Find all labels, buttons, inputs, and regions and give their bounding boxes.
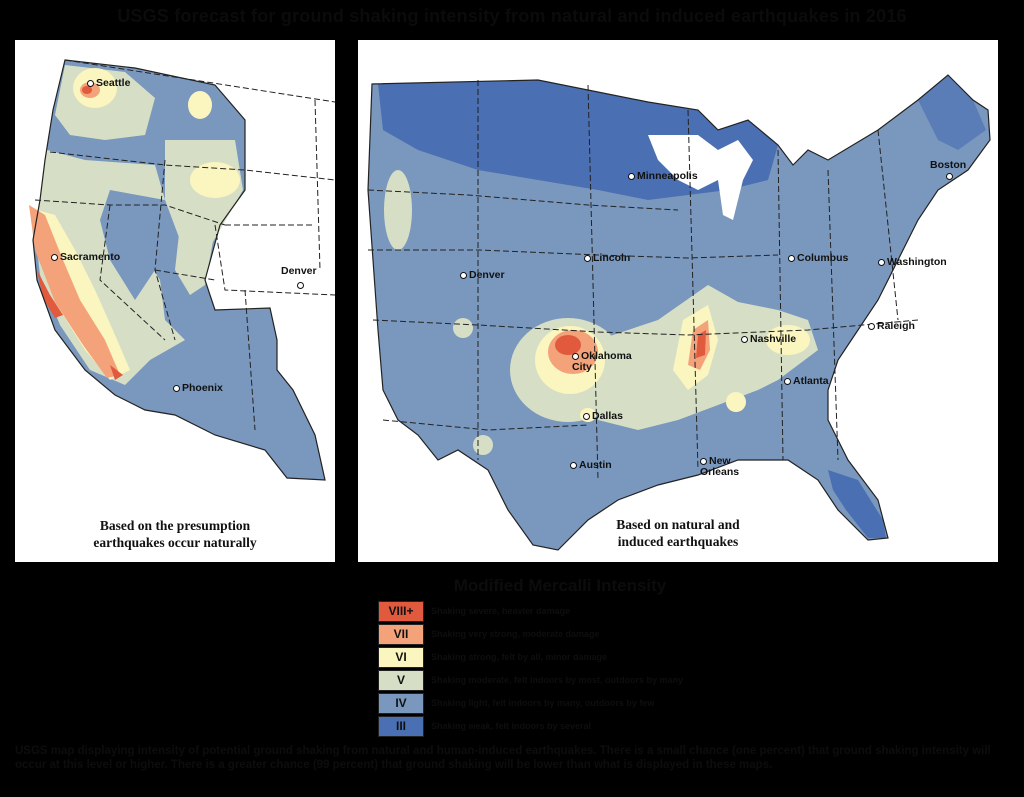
- western-us-outline: [32, 59, 326, 481]
- city-label-raleigh: Raleigh: [868, 321, 915, 332]
- zone-viii-newmadrid: [696, 330, 706, 358]
- city-label-seattle: Seattle: [87, 78, 130, 89]
- city-label-phoenix: Phoenix: [173, 383, 223, 394]
- city-label-denver-right: Denver: [460, 270, 505, 281]
- city-label-dallas: Dallas: [583, 411, 623, 422]
- zone-v-utah: [175, 225, 215, 295]
- zone-viii-oklahoma: [555, 335, 581, 355]
- left-map-graphic: [29, 59, 335, 481]
- right-map-caption: Based on natural and induced earthquakes: [616, 517, 740, 549]
- city-label-atlanta: Atlanta: [784, 376, 829, 387]
- city-label-nashville: Nashville: [741, 334, 796, 345]
- state-borders: [367, 80, 919, 481]
- zone-v-newmexico: [453, 318, 473, 338]
- right-map-graphic: [367, 74, 991, 551]
- left-map-panel: Seattle Sacramento Denver Phoenix Based …: [15, 40, 335, 562]
- legend-swatch: VI: [378, 647, 424, 668]
- great-lakes: [648, 135, 753, 220]
- legend-description: Shaking severe, heavier damage: [431, 606, 571, 616]
- legend-swatch: III: [378, 716, 424, 737]
- city-label-boston: Boston: [930, 159, 967, 171]
- zone-iii-newengland: [918, 75, 986, 150]
- zone-vii-california: [29, 205, 120, 378]
- legend-description: Shaking moderate, felt indoors by most, …: [431, 675, 684, 685]
- city-label-oklahoma-city: Oklahoma City: [572, 350, 632, 373]
- city-label-columbus: Columbus: [788, 253, 848, 264]
- boston-dot: [946, 171, 955, 182]
- legend-swatch: VIII+: [378, 601, 424, 622]
- right-map-panel: Minneapolis Boston Denver Lincoln Columb…: [358, 40, 998, 562]
- city-label-lincoln: Lincoln: [584, 253, 630, 264]
- legend-description: Shaking light, felt indoors by many, out…: [431, 698, 655, 708]
- city-label-minneapolis: Minneapolis: [628, 171, 698, 182]
- legend-swatch: IV: [378, 693, 424, 714]
- city-label-sacramento: Sacramento: [51, 252, 120, 263]
- zone-vi-california: [37, 210, 130, 380]
- state-borders: [34, 59, 335, 431]
- zone-vi-tennessee: [766, 325, 810, 355]
- zone-v-arizona: [473, 435, 493, 455]
- zone-vi-alabama: [726, 392, 746, 412]
- us-outline: [367, 74, 991, 551]
- legend-description: Shaking strong, felt by all, minor damag…: [431, 652, 608, 662]
- legend-swatch: VII: [378, 624, 424, 645]
- zone-iii-florida: [828, 470, 886, 538]
- zone-iv-nevada: [100, 190, 165, 300]
- zone-viii-california: [37, 270, 63, 318]
- city-label-austin: Austin: [570, 460, 612, 471]
- legend-swatch: V: [378, 670, 424, 691]
- city-label-denver: Denver: [281, 265, 317, 277]
- map-title: USGS forecast for ground shaking intensi…: [117, 6, 907, 26]
- zone-viii-seattle: [82, 86, 92, 94]
- legend-description: Shaking very strong, moderate damage: [431, 629, 600, 639]
- city-label-washington: Washington: [878, 257, 947, 268]
- city-label-new-orleans: New Orleans: [700, 455, 740, 478]
- zone-vi-montana: [188, 91, 212, 119]
- footnote: USGS map displaying intensity of potenti…: [15, 745, 991, 771]
- legend-title: Modified Mercalli Intensity: [453, 576, 667, 595]
- left-map-caption: Based on the presumption earthquakes occ…: [93, 518, 257, 550]
- zone-v-montana-west: [384, 170, 412, 250]
- legend-description: Shaking weak, felt indoors by several: [431, 721, 592, 731]
- zone-vi-wyoming: [190, 162, 240, 198]
- denver-dot: [297, 280, 306, 291]
- zone-viii-socal: [110, 365, 123, 380]
